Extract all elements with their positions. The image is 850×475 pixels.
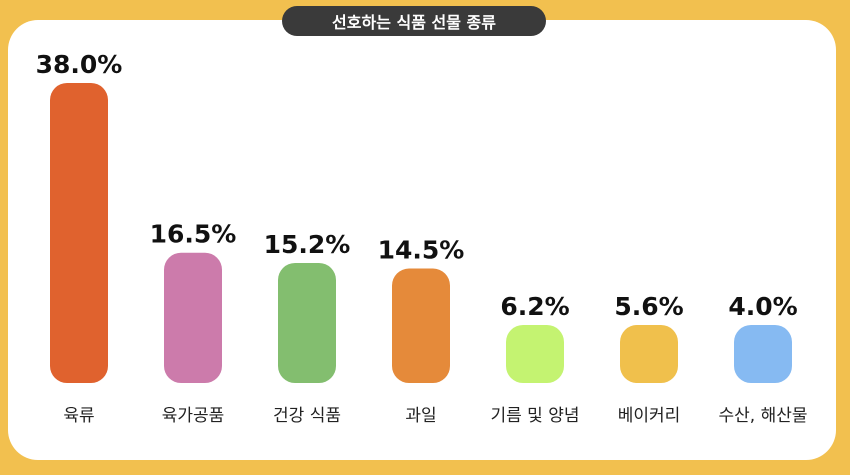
chart-card — [8, 20, 836, 460]
category-label-0: 육류 — [63, 406, 94, 426]
value-label-5: 5.6% — [614, 292, 683, 321]
category-label-5: 베이커리 — [618, 406, 681, 426]
category-label-1: 육가공품 — [162, 406, 225, 426]
bar-3 — [392, 268, 450, 383]
bar-2 — [278, 263, 336, 383]
value-label-3: 14.5% — [378, 236, 465, 265]
category-label-2: 건강 식품 — [273, 406, 341, 426]
value-label-0: 38.0% — [36, 50, 123, 79]
value-label-2: 15.2% — [264, 230, 351, 259]
bar-5 — [620, 325, 678, 383]
chart-title: 선호하는 식품 선물 종류 — [282, 6, 546, 36]
value-label-6: 4.0% — [728, 292, 797, 321]
bar-1 — [164, 252, 222, 383]
category-label-4: 기름 및 양념 — [490, 406, 579, 426]
value-label-1: 16.5% — [150, 220, 237, 249]
category-label-6: 수산, 해산물 — [718, 406, 807, 426]
bar-4 — [506, 325, 564, 383]
bar-0 — [50, 83, 108, 383]
bar-6 — [734, 325, 792, 383]
category-label-3: 과일 — [405, 406, 436, 426]
value-label-4: 6.2% — [500, 292, 569, 321]
